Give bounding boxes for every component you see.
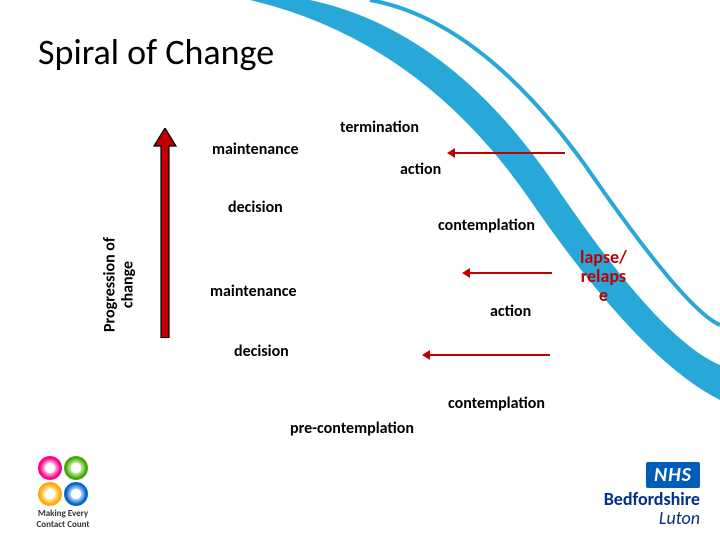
label-termination: termination: [340, 118, 419, 137]
label-maintenance-2: maintenance: [210, 282, 297, 301]
label-decision-2: decision: [234, 342, 289, 361]
label-contemplation-2: contemplation: [448, 394, 545, 413]
axis-label-line1: Progression of: [101, 215, 120, 355]
mecc-logo: Making Every Contact Count: [35, 456, 91, 530]
axis-label-line2: change: [119, 215, 138, 355]
mecc-line2: Contact Count: [36, 519, 89, 530]
label-action-1: action: [400, 160, 441, 179]
label-decision-1: decision: [228, 198, 283, 217]
lapse-line3: e: [599, 284, 608, 306]
h-arrow-3: [430, 354, 550, 356]
h-arrow-1: [455, 152, 565, 154]
label-maintenance-1: maintenance: [212, 140, 299, 159]
page-title: Spiral of Change: [38, 30, 274, 74]
progression-arrow: [150, 128, 180, 338]
nhs-trust-2: Luton: [659, 507, 700, 529]
label-contemplation-1: contemplation: [438, 216, 535, 235]
nhs-block: NHS Bedfordshire Luton: [604, 462, 700, 528]
mecc-line1: Making Every: [38, 508, 88, 519]
curve-outer: [250, 0, 720, 400]
h-arrow-2: [470, 272, 552, 274]
label-lapse-relapse: lapse/ relaps e: [580, 248, 627, 305]
label-action-2: action: [490, 302, 531, 321]
nhs-logo: NHS: [646, 462, 700, 488]
label-precontemplation: pre-contemplation: [290, 419, 414, 438]
